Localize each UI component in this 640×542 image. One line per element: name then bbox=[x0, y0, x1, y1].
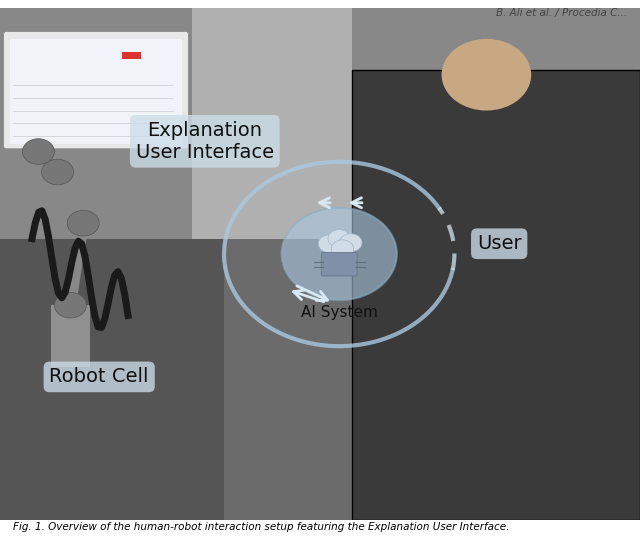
Bar bbox=[0, 8, 640, 238]
Circle shape bbox=[318, 235, 341, 253]
Bar bbox=[51, 305, 90, 366]
Circle shape bbox=[282, 208, 397, 300]
Text: Robot Cell: Robot Cell bbox=[49, 367, 149, 386]
Circle shape bbox=[339, 234, 362, 251]
FancyBboxPatch shape bbox=[10, 39, 182, 144]
Bar bbox=[122, 51, 141, 59]
Text: B. Ali et al. / Procedia C...: B. Ali et al. / Procedia C... bbox=[496, 8, 627, 18]
Circle shape bbox=[67, 210, 99, 236]
FancyBboxPatch shape bbox=[3, 31, 189, 149]
Text: AI System: AI System bbox=[301, 305, 378, 320]
Circle shape bbox=[54, 292, 86, 318]
Text: User: User bbox=[477, 234, 522, 253]
Text: Explanation
User Interface: Explanation User Interface bbox=[136, 121, 274, 162]
Circle shape bbox=[328, 230, 351, 248]
Circle shape bbox=[331, 240, 354, 258]
Text: Fig. 1. Overview of the human-robot interaction setup featuring the Explanation : Fig. 1. Overview of the human-robot inte… bbox=[13, 522, 509, 532]
Circle shape bbox=[42, 159, 74, 185]
FancyBboxPatch shape bbox=[321, 253, 357, 276]
Bar bbox=[0, 238, 224, 520]
FancyBboxPatch shape bbox=[0, 8, 640, 520]
Circle shape bbox=[442, 39, 531, 111]
Circle shape bbox=[22, 139, 54, 164]
FancyBboxPatch shape bbox=[352, 69, 640, 520]
Bar bbox=[192, 8, 352, 238]
